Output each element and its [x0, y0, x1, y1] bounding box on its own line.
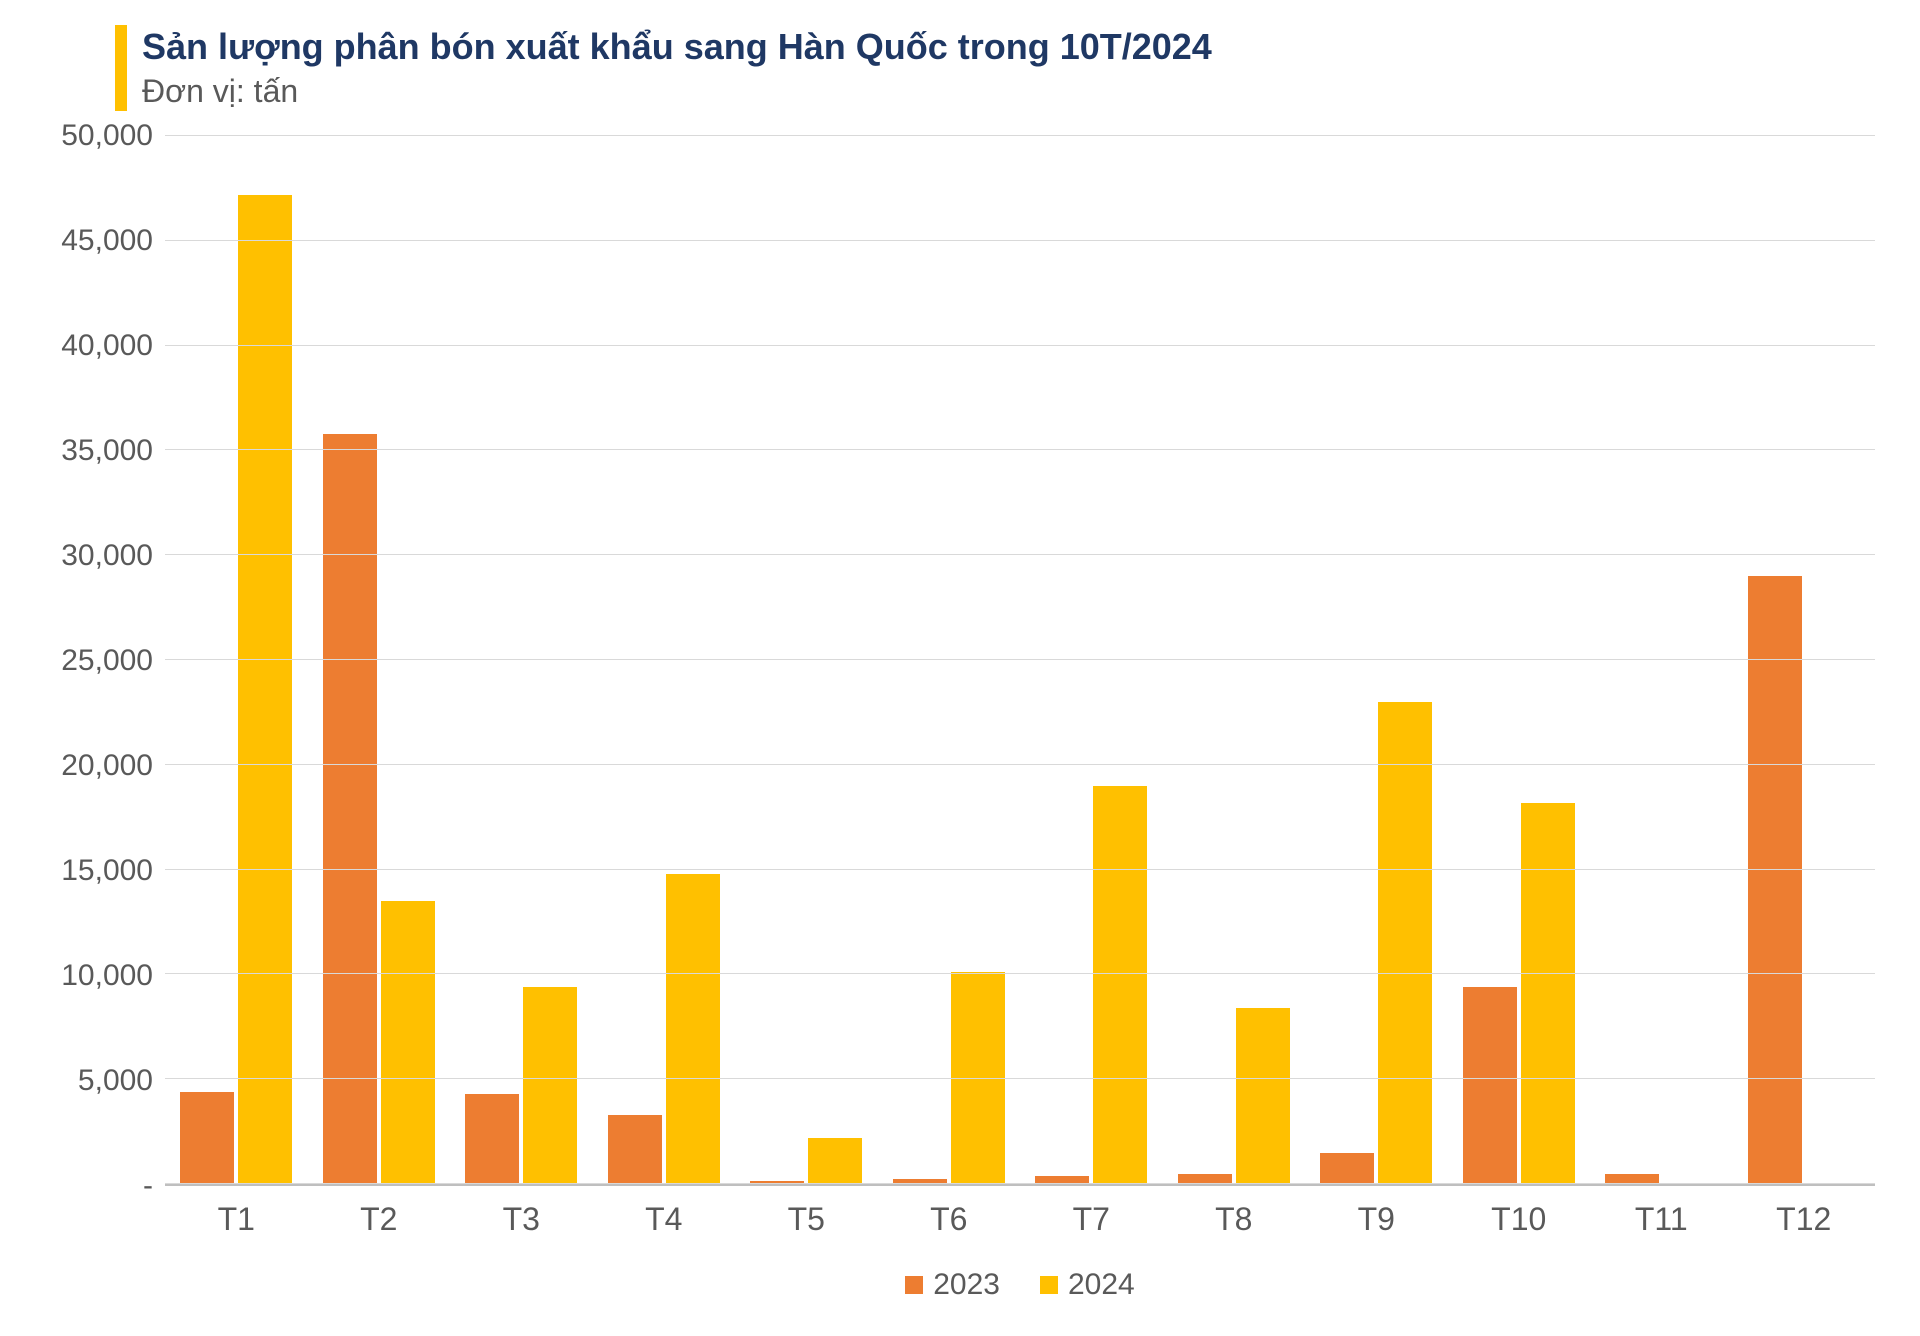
month-group [1448, 136, 1591, 1184]
y-tick-label: 25,000 [61, 644, 153, 678]
legend-swatch [905, 1276, 923, 1294]
y-tick-label: 20,000 [61, 749, 153, 783]
legend-item: 2023 [905, 1268, 1000, 1302]
gridline [165, 1183, 1875, 1184]
chart-subtitle: Đơn vị: tấn [142, 73, 1212, 110]
x-tick-label: T5 [735, 1201, 878, 1238]
month-group [735, 136, 878, 1184]
x-axis: T1T2T3T4T5T6T7T8T9T10T11T12 [165, 1201, 1875, 1238]
y-tick-label: 15,000 [61, 854, 153, 888]
bars-row [165, 136, 1875, 1184]
gridline [165, 659, 1875, 660]
y-tick-label: 45,000 [61, 224, 153, 258]
title-block: Sản lượng phân bón xuất khẩu sang Hàn Qu… [115, 25, 1875, 111]
month-group [1305, 136, 1448, 1184]
gridline [165, 449, 1875, 450]
bar-2024 [381, 901, 435, 1184]
gridline [165, 240, 1875, 241]
x-tick-label: T1 [165, 1201, 308, 1238]
month-group [1163, 136, 1306, 1184]
gridline [165, 973, 1875, 974]
gridline [165, 764, 1875, 765]
y-tick-label: 10,000 [61, 959, 153, 993]
title-accent-bar [115, 25, 127, 111]
x-tick-label: T3 [450, 1201, 593, 1238]
bar-2023 [465, 1094, 519, 1184]
bar-2024 [238, 195, 292, 1184]
bar-2023 [180, 1092, 234, 1184]
y-tick-label: 35,000 [61, 434, 153, 468]
x-tick-label: T12 [1733, 1201, 1876, 1238]
gridline [165, 869, 1875, 870]
gridline [165, 1078, 1875, 1079]
x-tick-label: T9 [1305, 1201, 1448, 1238]
plot-area: -5,00010,00015,00020,00025,00030,00035,0… [45, 136, 1875, 1186]
bar-2024 [1093, 786, 1147, 1184]
month-group [308, 136, 451, 1184]
bar-2023 [1463, 987, 1517, 1184]
legend-swatch [1040, 1276, 1058, 1294]
gridline [165, 554, 1875, 555]
month-group [165, 136, 308, 1184]
bar-2024 [1236, 1008, 1290, 1184]
bar-2024 [808, 1138, 862, 1184]
x-tick-label: T6 [878, 1201, 1021, 1238]
bar-2024 [1521, 803, 1575, 1184]
legend-label: 2023 [933, 1268, 1000, 1302]
bar-2023 [1748, 576, 1802, 1184]
chart-container: Sản lượng phân bón xuất khẩu sang Hàn Qu… [0, 0, 1920, 1336]
bar-2023 [608, 1115, 662, 1184]
x-tick-label: T7 [1020, 1201, 1163, 1238]
y-tick-label: 30,000 [61, 539, 153, 573]
month-group [450, 136, 593, 1184]
gridline [165, 135, 1875, 136]
bar-2023 [323, 434, 377, 1184]
y-tick-label: 40,000 [61, 329, 153, 363]
bar-2024 [1378, 702, 1432, 1184]
x-tick-label: T4 [593, 1201, 736, 1238]
bar-2023 [1320, 1153, 1374, 1184]
month-group [1733, 136, 1876, 1184]
legend-item: 2024 [1040, 1268, 1135, 1302]
title-text-wrap: Sản lượng phân bón xuất khẩu sang Hàn Qu… [142, 25, 1212, 110]
y-tick-label: 50,000 [61, 119, 153, 153]
month-group [1020, 136, 1163, 1184]
x-tick-label: T2 [308, 1201, 451, 1238]
gridline [165, 345, 1875, 346]
y-tick-label: 5,000 [78, 1064, 153, 1098]
month-group [1590, 136, 1733, 1184]
y-axis: -5,00010,00015,00020,00025,00030,00035,0… [45, 136, 165, 1186]
month-group [593, 136, 736, 1184]
legend: 2023 2024 [165, 1268, 1875, 1302]
chart-title: Sản lượng phân bón xuất khẩu sang Hàn Qu… [142, 25, 1212, 68]
x-tick-label: T11 [1590, 1201, 1733, 1238]
bar-2024 [666, 874, 720, 1184]
bar-2024 [523, 987, 577, 1184]
x-tick-label: T10 [1448, 1201, 1591, 1238]
y-tick-label: - [143, 1169, 153, 1203]
plot [165, 136, 1875, 1186]
month-group [878, 136, 1021, 1184]
x-tick-label: T8 [1163, 1201, 1306, 1238]
legend-label: 2024 [1068, 1268, 1135, 1302]
